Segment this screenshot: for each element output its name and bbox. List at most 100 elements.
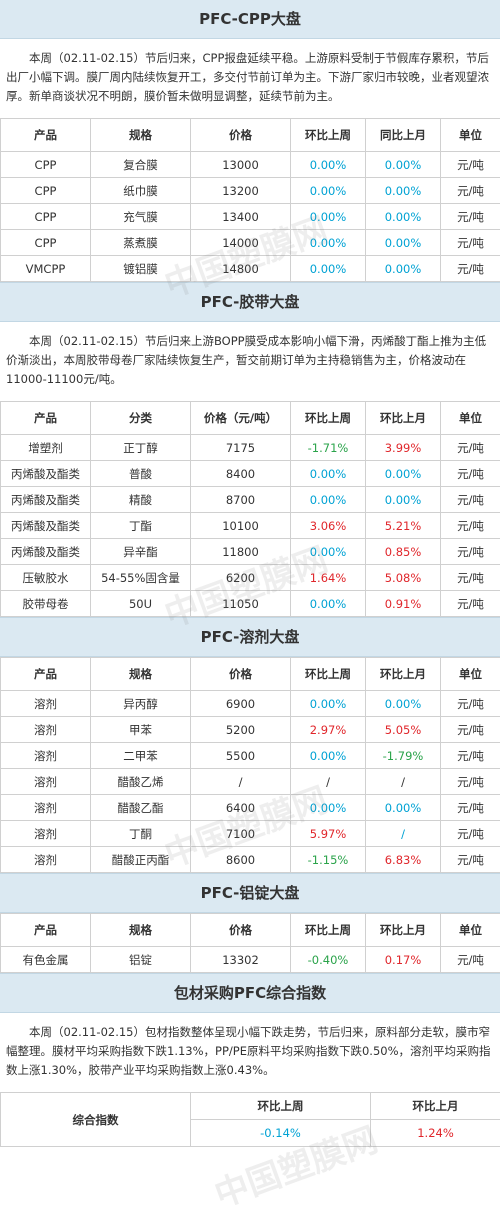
col-mom: 环比上月 [366, 914, 441, 947]
cell: 溶剂 [1, 691, 91, 717]
cell: 0.17% [366, 947, 441, 973]
cell: 元/吨 [441, 591, 500, 617]
cell: 元/吨 [441, 565, 500, 591]
cell: 0.00% [366, 487, 441, 513]
cell: 0.91% [366, 591, 441, 617]
cell: 甲苯 [91, 717, 191, 743]
cell: 醋酸正丙酯 [91, 847, 191, 873]
col-mom: 环比上月 [366, 402, 441, 435]
cell: 纸巾膜 [91, 178, 191, 204]
cell: 元/吨 [441, 152, 500, 178]
cell: 5200 [191, 717, 291, 743]
index-label: 综合指数 [1, 1093, 191, 1147]
cell: 元/吨 [441, 821, 500, 847]
cell: 0.00% [291, 230, 366, 256]
cell: / [366, 821, 441, 847]
cell: 元/吨 [441, 795, 500, 821]
index-section-title: 包材采购PFC综合指数 [0, 973, 500, 1013]
cell: 元/吨 [441, 717, 500, 743]
col-unit: 单位 [441, 658, 500, 691]
cell: 丙烯酸及酯类 [1, 461, 91, 487]
cell: 蒸煮膜 [91, 230, 191, 256]
cell: 5.97% [291, 821, 366, 847]
col-price: 价格 [191, 658, 291, 691]
table-row: 综合指数 环比上周 环比上月 [1, 1093, 500, 1120]
cell: 54-55%固含量 [91, 565, 191, 591]
cell: 丁酮 [91, 821, 191, 847]
cell: 11050 [191, 591, 291, 617]
col-unit: 单位 [441, 914, 500, 947]
cell: 溶剂 [1, 717, 91, 743]
cell: 元/吨 [441, 487, 500, 513]
cell: CPP [1, 230, 91, 256]
cell: 元/吨 [441, 461, 500, 487]
cell: 溶剂 [1, 769, 91, 795]
cell: 0.00% [366, 230, 441, 256]
cell: 6.83% [366, 847, 441, 873]
col-product: 产品 [1, 119, 91, 152]
cell: 0.00% [291, 152, 366, 178]
cell: 14800 [191, 256, 291, 282]
table-header-row: 产品 规格 价格 环比上周 环比上月 单位 [1, 914, 500, 947]
cell: 元/吨 [441, 769, 500, 795]
cell: 7100 [191, 821, 291, 847]
aluminum-section-title: PFC-铝锭大盘 [0, 873, 500, 913]
cell: 3.06% [291, 513, 366, 539]
cell: 充气膜 [91, 204, 191, 230]
col-unit: 单位 [441, 402, 500, 435]
col-mom: 同比上月 [366, 119, 441, 152]
cell: 0.00% [366, 256, 441, 282]
cell: 0.00% [291, 539, 366, 565]
cell: 0.00% [291, 591, 366, 617]
cell: CPP [1, 152, 91, 178]
cell: 1.64% [291, 565, 366, 591]
tape-description: 本周（02.11-02.15）节后归来上游BOPP膜受成本影响小幅下滑，丙烯酸丁… [0, 322, 500, 401]
cell: 14000 [191, 230, 291, 256]
col-spec: 规格 [91, 119, 191, 152]
cell: 13000 [191, 152, 291, 178]
col-product: 产品 [1, 402, 91, 435]
col-wow: 环比上周 [291, 119, 366, 152]
cell: 10100 [191, 513, 291, 539]
index-header-wow: 环比上周 [191, 1093, 371, 1120]
cell: 丙烯酸及酯类 [1, 487, 91, 513]
solvent-section-title: PFC-溶剂大盘 [0, 617, 500, 657]
cpp-section-title: PFC-CPP大盘 [0, 0, 500, 39]
col-product: 产品 [1, 658, 91, 691]
cpp-description: 本周（02.11-02.15）节后归来，CPP报盘延续平稳。上游原料受制于节假库… [0, 39, 500, 118]
cell: 7175 [191, 435, 291, 461]
cell: 溶剂 [1, 847, 91, 873]
cell: 元/吨 [441, 691, 500, 717]
cell: 元/吨 [441, 743, 500, 769]
cell: -0.40% [291, 947, 366, 973]
col-mom: 环比上月 [366, 658, 441, 691]
composite-index-table: 综合指数 环比上周 环比上月 -0.14% 1.24% [0, 1092, 500, 1147]
cell: 0.00% [291, 691, 366, 717]
cell: 0.00% [291, 461, 366, 487]
col-spec: 规格 [91, 658, 191, 691]
cell: 异丙醇 [91, 691, 191, 717]
cell: 0.00% [366, 178, 441, 204]
col-category: 分类 [91, 402, 191, 435]
col-wow: 环比上周 [291, 658, 366, 691]
cell: 元/吨 [441, 513, 500, 539]
cell: 0.00% [366, 204, 441, 230]
cell: 8600 [191, 847, 291, 873]
cell: -1.15% [291, 847, 366, 873]
cell: 0.00% [366, 795, 441, 821]
cell: 6400 [191, 795, 291, 821]
